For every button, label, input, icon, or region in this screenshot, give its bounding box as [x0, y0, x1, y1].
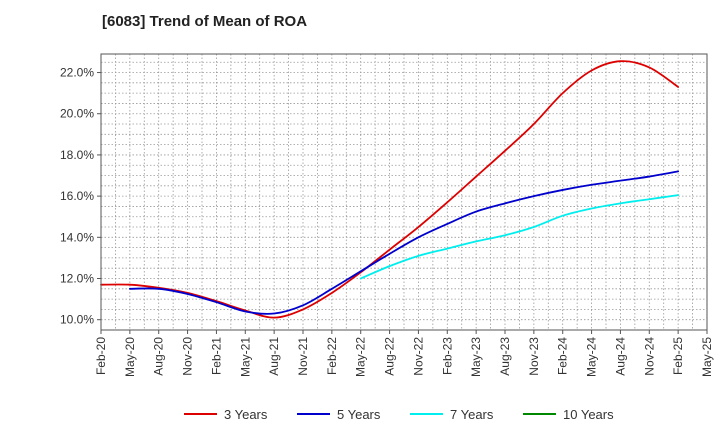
x-tick-label: Feb-21 — [209, 337, 223, 375]
x-tick-label: Aug-23 — [498, 337, 512, 376]
x-tick-label: May-21 — [238, 337, 252, 377]
grid — [101, 54, 707, 330]
chart-title: [6083] Trend of Mean of ROA — [102, 13, 308, 30]
x-axis: Feb-20 May-20 Aug-20 Nov-20 Feb-21 May-21 Aug-… — [94, 330, 714, 377]
x-tick-label: Aug-20 — [152, 337, 166, 376]
series-line-7-years — [359, 194, 680, 280]
y-tick-label: 18.0% — [60, 148, 94, 162]
x-tick-label: Aug-22 — [383, 337, 397, 376]
legend-label: 10 Years — [563, 407, 614, 422]
series-group — [100, 60, 680, 319]
legend-label: 3 Years — [224, 407, 268, 422]
x-tick-label: May-24 — [585, 337, 599, 377]
y-axis: 10.0% 12.0% 14.0% 16.0% 18.0% 20.0% 22.0% — [60, 66, 101, 327]
x-tick-label: Feb-24 — [556, 337, 570, 375]
y-tick-label: 20.0% — [60, 107, 94, 121]
y-tick-label: 10.0% — [60, 313, 94, 327]
y-tick-label: 22.0% — [60, 66, 94, 80]
x-tick-label: Aug-21 — [267, 337, 281, 376]
y-tick-label: 16.0% — [60, 189, 94, 203]
x-tick-label: May-22 — [354, 337, 368, 377]
y-tick-label: 12.0% — [60, 272, 94, 286]
x-tick-label: May-25 — [700, 337, 714, 377]
x-tick-label: Nov-24 — [642, 337, 656, 376]
x-tick-label: Nov-23 — [527, 337, 541, 376]
x-tick-label: May-20 — [123, 337, 137, 377]
series-line-5-years — [128, 170, 680, 315]
legend-label: 5 Years — [337, 407, 381, 422]
series-line-3-years — [100, 60, 680, 319]
x-tick-label: Nov-20 — [181, 337, 195, 376]
x-tick-label: Feb-22 — [325, 337, 339, 375]
y-tick-label: 14.0% — [60, 230, 94, 244]
legend-label: 7 Years — [450, 407, 494, 422]
x-tick-label: Feb-25 — [671, 337, 685, 375]
x-tick-label: May-23 — [469, 337, 483, 377]
legend: 3 Years 5 Years 7 Years 10 Years — [184, 407, 614, 422]
plot-border — [100, 53, 708, 331]
x-tick-label: Aug-24 — [613, 337, 627, 376]
x-tick-label: Nov-21 — [296, 337, 310, 376]
x-tick-label: Feb-23 — [440, 337, 454, 375]
x-tick-label: Feb-20 — [94, 337, 108, 375]
x-tick-label: Nov-22 — [411, 337, 425, 376]
